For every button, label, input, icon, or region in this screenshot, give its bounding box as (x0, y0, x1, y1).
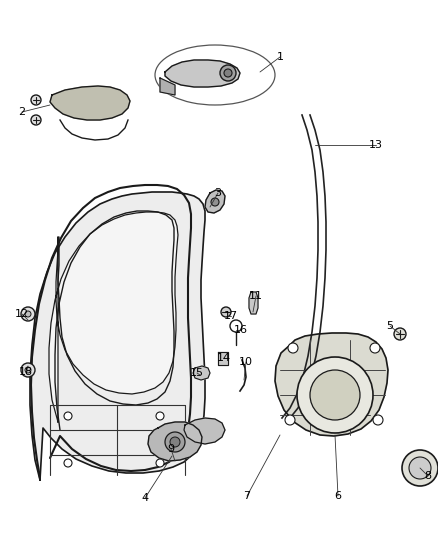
Text: 11: 11 (249, 291, 263, 301)
Polygon shape (205, 190, 225, 213)
Polygon shape (218, 352, 228, 365)
Text: 5: 5 (386, 321, 393, 331)
Circle shape (297, 357, 373, 433)
Text: 6: 6 (335, 491, 342, 501)
Polygon shape (148, 422, 202, 461)
Circle shape (165, 432, 185, 452)
Circle shape (310, 370, 360, 420)
Text: 10: 10 (239, 357, 253, 367)
Text: 8: 8 (424, 471, 431, 481)
Text: 18: 18 (19, 367, 33, 377)
Circle shape (170, 437, 180, 447)
Circle shape (31, 95, 41, 105)
Text: 15: 15 (190, 368, 204, 378)
Polygon shape (30, 192, 205, 480)
Text: 1: 1 (276, 52, 283, 62)
Circle shape (224, 69, 232, 77)
Circle shape (211, 198, 219, 206)
Text: 7: 7 (244, 491, 251, 501)
Text: 9: 9 (167, 444, 175, 454)
Circle shape (64, 459, 72, 467)
Circle shape (21, 307, 35, 321)
Circle shape (25, 367, 31, 373)
Polygon shape (275, 333, 388, 436)
Circle shape (409, 457, 431, 479)
Circle shape (402, 450, 438, 486)
Polygon shape (49, 212, 178, 422)
Polygon shape (249, 292, 258, 314)
Circle shape (220, 65, 236, 81)
Text: 4: 4 (141, 493, 148, 503)
Text: 13: 13 (369, 140, 383, 150)
Polygon shape (160, 78, 175, 95)
Circle shape (285, 415, 295, 425)
Circle shape (370, 343, 380, 353)
Text: 3: 3 (215, 188, 222, 198)
Polygon shape (165, 60, 240, 87)
Text: 17: 17 (224, 311, 238, 321)
Polygon shape (184, 418, 225, 444)
Circle shape (156, 459, 164, 467)
Text: 12: 12 (15, 309, 29, 319)
Circle shape (156, 412, 164, 420)
Circle shape (373, 415, 383, 425)
Polygon shape (193, 366, 210, 380)
Polygon shape (50, 86, 130, 120)
Circle shape (21, 363, 35, 377)
Circle shape (31, 115, 41, 125)
Circle shape (25, 311, 31, 317)
Circle shape (288, 343, 298, 353)
Text: 16: 16 (234, 325, 248, 335)
Text: 2: 2 (18, 107, 25, 117)
Circle shape (394, 328, 406, 340)
Circle shape (221, 307, 231, 317)
Circle shape (64, 412, 72, 420)
Text: 14: 14 (217, 353, 231, 363)
